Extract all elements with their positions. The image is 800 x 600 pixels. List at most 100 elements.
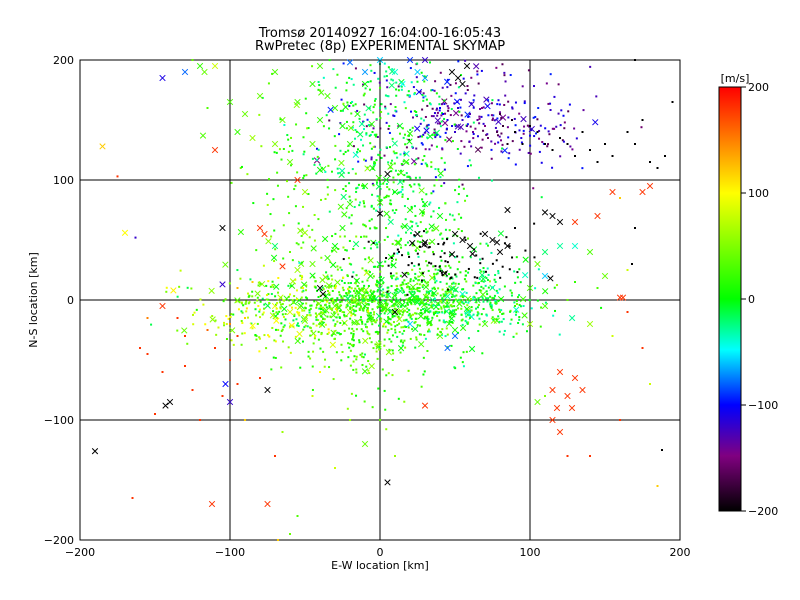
data-point-1587: [357, 148, 360, 151]
data-point-1699: [428, 223, 435, 230]
data-point-367: [358, 292, 361, 295]
data-point-2066: [554, 309, 557, 312]
chart-title: Tromsø 20140927 16:04:00-16:05:43: [258, 26, 501, 41]
data-point-973: [478, 115, 481, 118]
data-point-1922: [324, 311, 327, 314]
data-point-1254: [466, 165, 469, 168]
data-point-2600: [549, 212, 556, 220]
data-point-306: [315, 304, 318, 307]
data-point-1244: [439, 135, 442, 138]
data-point-2201: [423, 307, 431, 314]
data-point-1509: [349, 101, 352, 104]
data-point-543: [416, 282, 419, 285]
data-point-1124: [421, 108, 424, 111]
data-point-802: [353, 300, 356, 303]
data-point-719: [418, 341, 425, 348]
data-point-2173: [521, 271, 529, 279]
data-point-2370: [227, 317, 230, 320]
data-point-2678: [439, 107, 441, 109]
data-point-503: [536, 299, 539, 302]
data-point-2526: [279, 263, 286, 270]
data-point-2218: [485, 290, 488, 293]
data-point-2448: [396, 248, 399, 251]
data-point-41: [465, 280, 468, 283]
data-point-1155: [434, 117, 441, 124]
data-point-1890: [390, 263, 393, 266]
data-point-1753: [365, 235, 368, 238]
data-point-843: [351, 321, 354, 324]
data-point-529: [446, 305, 449, 308]
data-point-1098: [470, 76, 473, 79]
data-point-2189: [464, 309, 472, 316]
data-point-1353: [387, 66, 390, 69]
y-tick-label-4: 200: [53, 54, 74, 67]
data-point-2381: [329, 341, 336, 348]
data-point-1354: [439, 233, 442, 236]
data-point-202: [390, 300, 393, 303]
data-point-1174: [354, 67, 357, 70]
data-point-1125: [500, 132, 503, 135]
data-point-1814: [361, 184, 364, 187]
data-point-1523: [351, 100, 354, 103]
data-point-1820: [454, 189, 457, 192]
data-point-1561: [365, 132, 368, 135]
data-point-75: [442, 274, 445, 277]
data-point-2734: [279, 116, 286, 124]
data-point-1358: [388, 125, 391, 128]
data-point-601: [450, 304, 453, 307]
data-point-1735: [347, 149, 350, 152]
data-point-1329: [399, 153, 402, 156]
data-point-572: [446, 304, 449, 307]
data-point-1719: [449, 253, 452, 256]
data-point-875: [383, 344, 386, 347]
data-point-2376: [232, 343, 235, 346]
data-point-1261: [392, 114, 395, 117]
data-point-2739: [671, 101, 674, 103]
data-point-1621: [458, 260, 461, 263]
data-point-1906: [317, 218, 320, 221]
data-point-1919: [372, 184, 375, 187]
data-point-1586: [387, 218, 394, 226]
data-point-360: [385, 296, 388, 299]
data-point-1958: [268, 178, 271, 181]
data-point-2450: [422, 230, 425, 233]
data-point-1355: [430, 89, 433, 92]
data-point-1786: [461, 256, 464, 259]
data-point-1920: [391, 259, 394, 262]
data-point-2237: [443, 294, 446, 297]
data-point-731: [299, 366, 302, 369]
data-point-2286: [202, 303, 205, 306]
data-point-727: [372, 291, 375, 294]
data-point-2373: [217, 326, 220, 329]
data-point-1701: [432, 210, 435, 213]
data-point-1091: [378, 81, 381, 84]
data-point-2029: [326, 193, 329, 196]
data-point-1537: [439, 176, 442, 179]
data-point-2299: [276, 316, 279, 319]
data-point-1851: [412, 279, 415, 282]
data-point-395: [393, 307, 396, 310]
data-point-2721: [448, 68, 456, 76]
data-point-817: [382, 325, 385, 328]
data-point-1636: [444, 265, 447, 268]
data-point-2508: [196, 62, 204, 70]
data-point-1693: [433, 286, 436, 289]
data-point-880: [353, 355, 356, 358]
data-point-1045: [449, 114, 452, 117]
data-point-1828: [428, 203, 431, 206]
data-point-1939: [375, 284, 378, 287]
data-point-1411: [391, 68, 394, 71]
data-point-2122: [456, 268, 459, 271]
data-point-649: [445, 299, 448, 302]
data-point-1845: [385, 227, 388, 230]
data-point-199: [412, 287, 415, 290]
data-point-2204: [432, 304, 435, 307]
data-point-2375: [262, 264, 265, 267]
data-point-626: [309, 304, 312, 307]
data-point-852: [293, 313, 296, 316]
data-point-2016: [339, 109, 342, 112]
data-point-178: [392, 297, 395, 300]
data-point-1093: [389, 103, 392, 106]
data-point-1069: [507, 100, 510, 103]
data-point-2200: [461, 288, 464, 291]
